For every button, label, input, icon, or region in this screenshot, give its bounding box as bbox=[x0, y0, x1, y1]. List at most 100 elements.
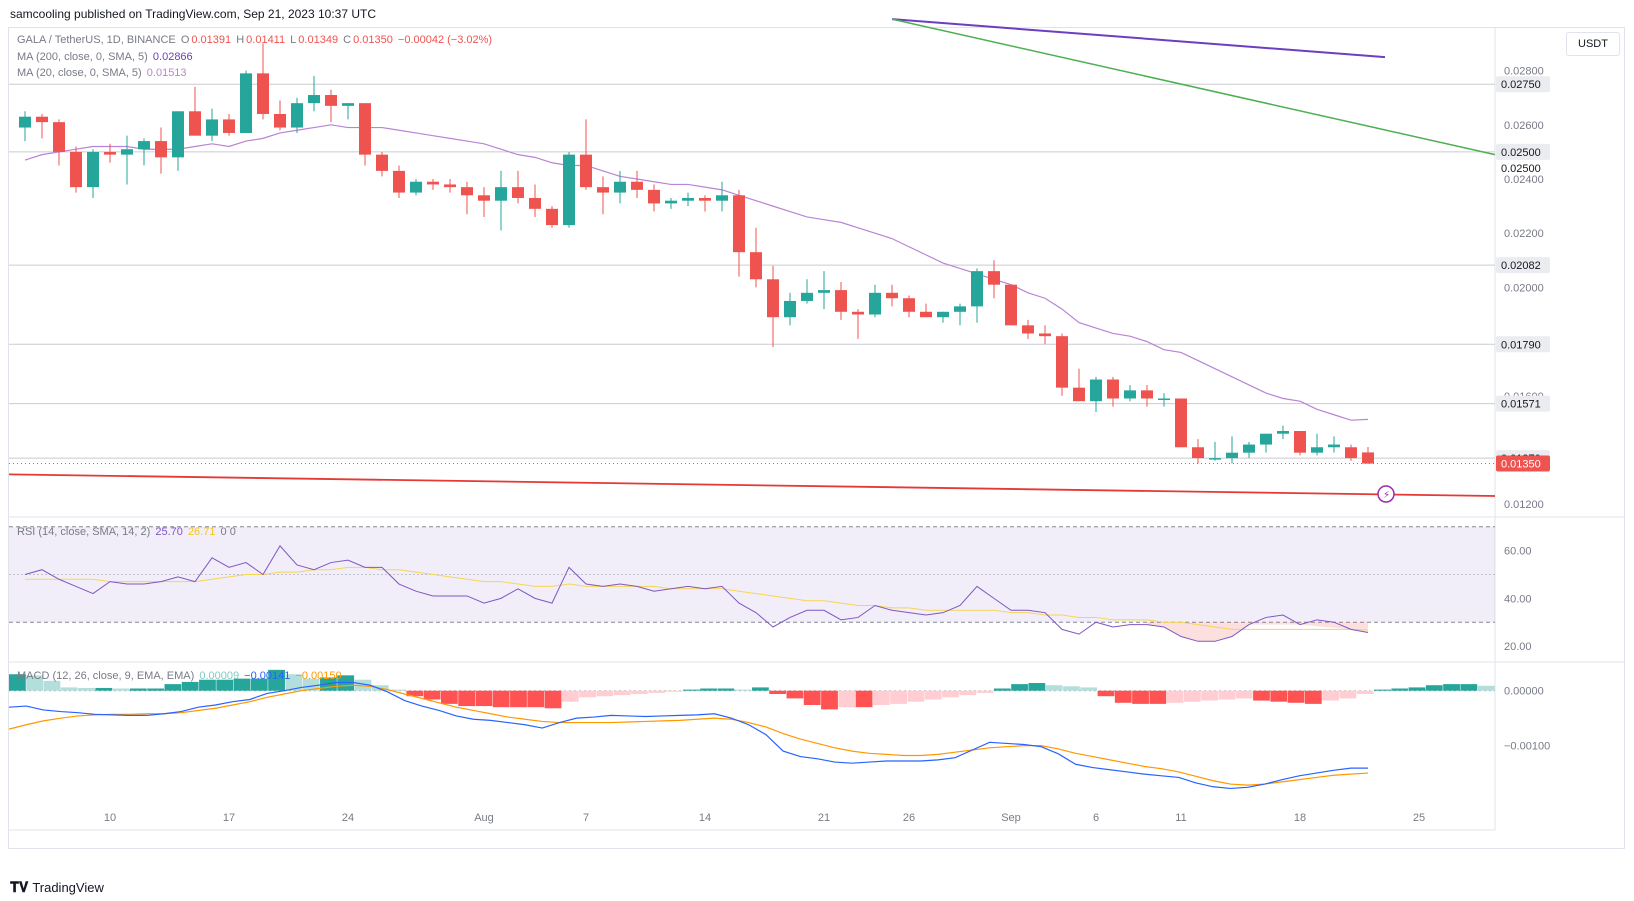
candle-body[interactable] bbox=[784, 300, 796, 318]
candle-body[interactable] bbox=[716, 195, 728, 201]
candle-body[interactable] bbox=[274, 113, 286, 128]
candle-body[interactable] bbox=[1056, 336, 1068, 388]
candle-body[interactable] bbox=[257, 73, 269, 114]
candle-body[interactable] bbox=[342, 103, 354, 106]
candle-body[interactable] bbox=[461, 187, 473, 196]
candle-body[interactable] bbox=[376, 154, 388, 171]
macd-legend[interactable]: MACD (12, 26, close, 9, EMA, EMA) 0.0000… bbox=[17, 670, 342, 682]
candle-body[interactable] bbox=[920, 311, 932, 318]
macd-hist-bar bbox=[821, 690, 838, 710]
candle-body[interactable] bbox=[478, 195, 490, 201]
candle-body[interactable] bbox=[223, 119, 235, 133]
price-label: 0.02500 bbox=[1501, 147, 1541, 159]
candle-body[interactable] bbox=[172, 111, 184, 158]
candle-body[interactable] bbox=[427, 181, 439, 185]
candle-body[interactable] bbox=[206, 119, 218, 136]
macd-hist-bar bbox=[1063, 686, 1080, 691]
candle-body[interactable] bbox=[444, 184, 456, 188]
candle-body[interactable] bbox=[597, 187, 609, 193]
candle-body[interactable] bbox=[852, 311, 864, 315]
candle-body[interactable] bbox=[1243, 444, 1255, 453]
alert-bolt-icon[interactable] bbox=[1377, 485, 1395, 503]
macd-hist-bar bbox=[1097, 690, 1115, 697]
candle-body[interactable] bbox=[699, 197, 711, 201]
candle-body[interactable] bbox=[563, 154, 575, 226]
macd-hist-bar bbox=[1374, 689, 1391, 691]
candle-body[interactable] bbox=[1294, 431, 1306, 453]
currency-badge[interactable]: USDT bbox=[1566, 32, 1620, 56]
candle-body[interactable] bbox=[189, 111, 201, 136]
candle-body[interactable] bbox=[988, 271, 1000, 285]
ma20-legend[interactable]: MA (20, close, 0, SMA, 5) 0.01513 bbox=[17, 67, 187, 79]
candle-body[interactable] bbox=[818, 290, 830, 293]
candle-body[interactable] bbox=[70, 151, 82, 188]
candle-body[interactable] bbox=[240, 73, 252, 133]
candle-body[interactable] bbox=[1277, 431, 1289, 434]
candle-body[interactable] bbox=[121, 149, 133, 155]
price-label-box bbox=[1496, 257, 1550, 274]
candle-body[interactable] bbox=[1345, 447, 1357, 459]
macd-hist-bar bbox=[147, 688, 165, 691]
macd-hist-bar bbox=[1425, 685, 1443, 691]
candle-body[interactable] bbox=[529, 197, 541, 209]
candle-body[interactable] bbox=[971, 271, 983, 307]
candle-body[interactable] bbox=[512, 187, 524, 198]
candle-body[interactable] bbox=[1311, 447, 1323, 453]
candle-body[interactable] bbox=[1192, 447, 1204, 459]
candle-body[interactable] bbox=[733, 195, 745, 253]
candle-body[interactable] bbox=[104, 151, 116, 155]
candle-body[interactable] bbox=[767, 279, 779, 318]
candle-body[interactable] bbox=[1158, 398, 1170, 400]
macd-hist-bar bbox=[717, 688, 735, 691]
macd-hist-bar bbox=[579, 690, 596, 698]
candle-body[interactable] bbox=[903, 298, 915, 312]
candle-body[interactable] bbox=[1260, 433, 1272, 445]
macd-hist-bar bbox=[561, 690, 579, 702]
candle-body[interactable] bbox=[954, 306, 966, 312]
candle-body[interactable] bbox=[393, 170, 405, 193]
candle-body[interactable] bbox=[682, 197, 694, 201]
candle-body[interactable] bbox=[1022, 325, 1034, 334]
candle-body[interactable] bbox=[1328, 444, 1340, 448]
candle-body[interactable] bbox=[308, 95, 320, 104]
candle-body[interactable] bbox=[546, 208, 558, 226]
candle-body[interactable] bbox=[835, 290, 847, 312]
candle-body[interactable] bbox=[1107, 379, 1119, 399]
candle-body[interactable] bbox=[1226, 452, 1238, 459]
candle-body[interactable] bbox=[410, 181, 422, 193]
candle-body[interactable] bbox=[869, 292, 881, 315]
candle-body[interactable] bbox=[750, 252, 762, 280]
candle-body[interactable] bbox=[801, 292, 813, 301]
candle-body[interactable] bbox=[937, 311, 949, 318]
candle-body[interactable] bbox=[580, 154, 592, 188]
candle-body[interactable] bbox=[87, 151, 99, 188]
candle-body[interactable] bbox=[138, 141, 150, 150]
candle-body[interactable] bbox=[631, 181, 643, 190]
candle-body[interactable] bbox=[1362, 452, 1374, 464]
candle-body[interactable] bbox=[648, 189, 660, 204]
candle-body[interactable] bbox=[886, 292, 898, 299]
candle-body[interactable] bbox=[495, 187, 507, 201]
tradingview-logo[interactable]: 𝐓𝐕 TradingView bbox=[10, 879, 104, 895]
candle-body[interactable] bbox=[155, 141, 167, 158]
candle-body[interactable] bbox=[1175, 398, 1187, 448]
candle-body[interactable] bbox=[325, 95, 337, 106]
candle-body[interactable] bbox=[36, 116, 48, 123]
candle-body[interactable] bbox=[1039, 333, 1051, 337]
candle-body[interactable] bbox=[1124, 390, 1136, 399]
candle-body[interactable] bbox=[291, 103, 303, 128]
candle-body[interactable] bbox=[1005, 284, 1017, 326]
candle-body[interactable] bbox=[359, 103, 371, 155]
candle-body[interactable] bbox=[665, 200, 677, 204]
candle-body[interactable] bbox=[614, 181, 626, 193]
candle-body[interactable] bbox=[53, 122, 65, 152]
candle-body[interactable] bbox=[1209, 458, 1221, 460]
candle-body[interactable] bbox=[1073, 387, 1085, 402]
candle-body[interactable] bbox=[19, 116, 31, 128]
candle-body[interactable] bbox=[1141, 390, 1153, 399]
rsi-legend[interactable]: RSI (14, close, SMA, 14, 2) 25.70 26.71 … bbox=[17, 526, 236, 538]
candle-body[interactable] bbox=[1090, 379, 1102, 402]
ma200-legend[interactable]: MA (200, close, 0, SMA, 5) 0.02866 bbox=[17, 51, 193, 63]
